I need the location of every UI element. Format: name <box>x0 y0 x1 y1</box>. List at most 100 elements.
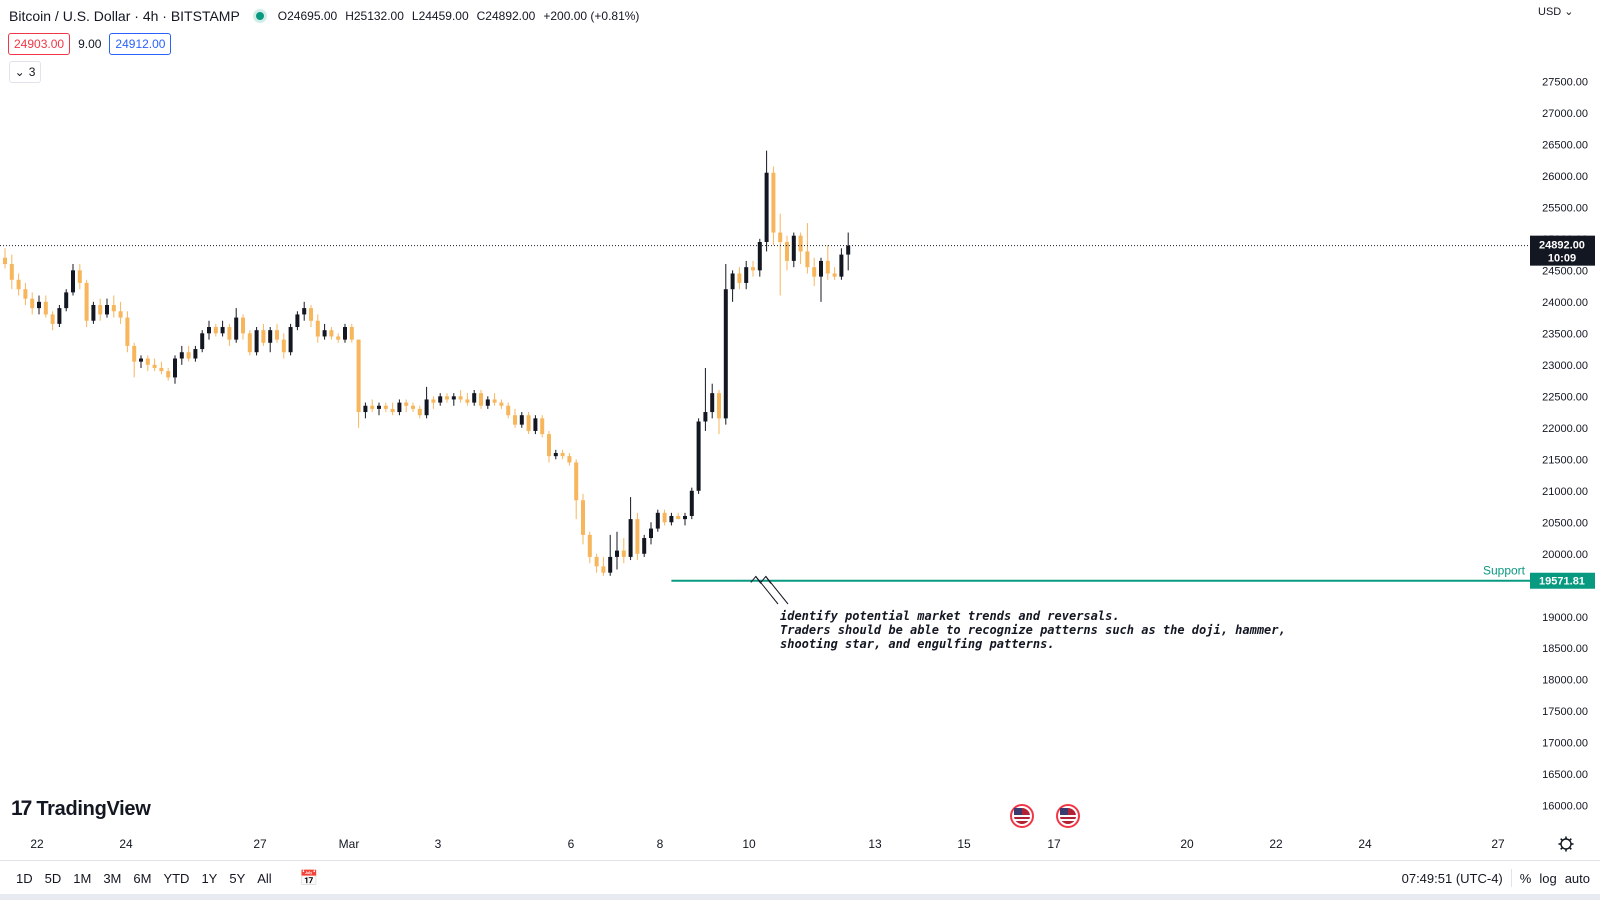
candle-body <box>533 418 538 431</box>
gear-tooth <box>1568 838 1572 842</box>
candle-body <box>771 172 776 233</box>
range-3m-button[interactable]: 3M <box>103 870 122 886</box>
candle <box>485 396 490 409</box>
currency-button[interactable]: USD ⌄ <box>1538 5 1574 18</box>
candle-body <box>662 512 667 523</box>
calendar-icon[interactable]: 📅 <box>299 870 319 887</box>
range-5y-button[interactable]: 5Y <box>229 870 246 886</box>
candle <box>689 487 694 520</box>
us-flag-event-icon[interactable] <box>1056 804 1080 828</box>
candle <box>390 402 395 416</box>
clock-time[interactable]: 07:49:51 (UTC-4) <box>1401 870 1503 886</box>
candle-body <box>295 314 300 328</box>
candle <box>268 327 273 353</box>
candle-body <box>839 254 844 277</box>
symbol-title[interactable]: Bitcoin / U.S. Dollar · 4h · BITSTAMP <box>9 8 240 24</box>
candle <box>105 298 109 318</box>
candle <box>499 399 504 409</box>
arrow-head-icon <box>750 575 762 584</box>
candle-body <box>152 364 157 368</box>
log-scale-toggle[interactable]: log <box>1539 870 1557 886</box>
candle-body <box>356 339 361 413</box>
tradingview-logo[interactable]: 17 TradingView <box>11 797 151 821</box>
candle-body <box>553 452 558 457</box>
range-1m-button[interactable]: 1M <box>73 870 92 886</box>
candle-body <box>275 330 279 340</box>
candle-body <box>370 405 375 409</box>
candle <box>805 223 810 274</box>
candle <box>227 323 232 346</box>
price-tick-label: 27000.00 <box>1542 108 1588 120</box>
price-tick-label: 16500.00 <box>1542 769 1588 781</box>
candle <box>281 333 286 359</box>
buy-price-button[interactable]: 24912.00 <box>109 33 172 55</box>
candle-body <box>77 270 82 283</box>
candle <box>581 493 585 545</box>
candle <box>662 509 667 526</box>
range-6m-button[interactable]: 6M <box>133 870 152 886</box>
sell-price-button[interactable]: 24903.00 <box>8 33 71 55</box>
candle <box>451 393 456 406</box>
candle <box>737 267 742 290</box>
market-status-icon <box>255 12 264 20</box>
candle-body <box>513 415 517 425</box>
flag-canton <box>1014 808 1022 815</box>
range-1y-button[interactable]: 1Y <box>201 870 218 886</box>
us-flag-event-icon[interactable] <box>1010 804 1034 828</box>
candle-body <box>220 327 225 334</box>
candle-body <box>567 456 572 463</box>
support-price-tag <box>1530 572 1595 589</box>
range-1d-button[interactable]: 1D <box>16 870 33 886</box>
percent-scale-toggle[interactable]: % <box>1519 870 1532 886</box>
price-tick-label: 17500.00 <box>1542 706 1588 718</box>
candle <box>832 267 837 280</box>
candle <box>683 512 687 526</box>
time-tick-label: 13 <box>868 837 882 851</box>
text-annotation[interactable]: identify potential market trends and rev… <box>780 609 1286 651</box>
candle <box>574 459 579 520</box>
candle-body <box>71 270 75 293</box>
range-all-button[interactable]: All <box>257 870 272 886</box>
candle-body <box>125 317 130 346</box>
candle <box>404 399 409 413</box>
auto-scale-toggle[interactable]: auto <box>1564 870 1590 886</box>
bottom-toolbar: 1D 5D 1M 3M 6M YTD 1Y 5Y All 📅 07:49:51 … <box>0 860 1600 895</box>
chevron-down-icon: ⌄ <box>1564 6 1574 18</box>
candle <box>540 415 545 438</box>
candle <box>601 556 606 576</box>
candle <box>50 311 55 331</box>
candle <box>424 386 429 419</box>
candle <box>458 390 463 403</box>
gear-icon[interactable] <box>1558 836 1574 852</box>
range-ytd-button[interactable]: YTD <box>163 870 190 886</box>
candle-body <box>499 402 504 406</box>
candle <box>125 311 130 353</box>
candle-body <box>601 566 606 573</box>
candle-body <box>16 279 21 290</box>
candle <box>846 232 851 271</box>
candle-body <box>696 421 701 491</box>
candle-body <box>832 273 837 277</box>
price-tick-label: 20000.00 <box>1542 549 1588 561</box>
candle-body <box>186 352 191 359</box>
candle-body <box>825 260 830 274</box>
candle <box>594 553 599 573</box>
candle-body <box>404 402 409 406</box>
price-tick-label: 24500.00 <box>1542 265 1588 277</box>
close-value: C24892.00 <box>476 9 536 23</box>
range-5d-button[interactable]: 5D <box>44 870 62 886</box>
candle <box>825 245 830 280</box>
time-tick-label: Mar <box>339 837 360 851</box>
candle <box>9 254 14 290</box>
candle-body <box>390 408 395 413</box>
flag-stripe <box>1060 815 1076 817</box>
candle <box>655 509 660 532</box>
indicators-toggle-button[interactable]: ⌄ 3 <box>9 61 41 83</box>
candle <box>118 301 123 324</box>
candle <box>587 531 592 564</box>
candle-body <box>411 405 415 409</box>
candle <box>37 295 41 315</box>
tradingview-logo-icon: 17 <box>11 797 32 820</box>
